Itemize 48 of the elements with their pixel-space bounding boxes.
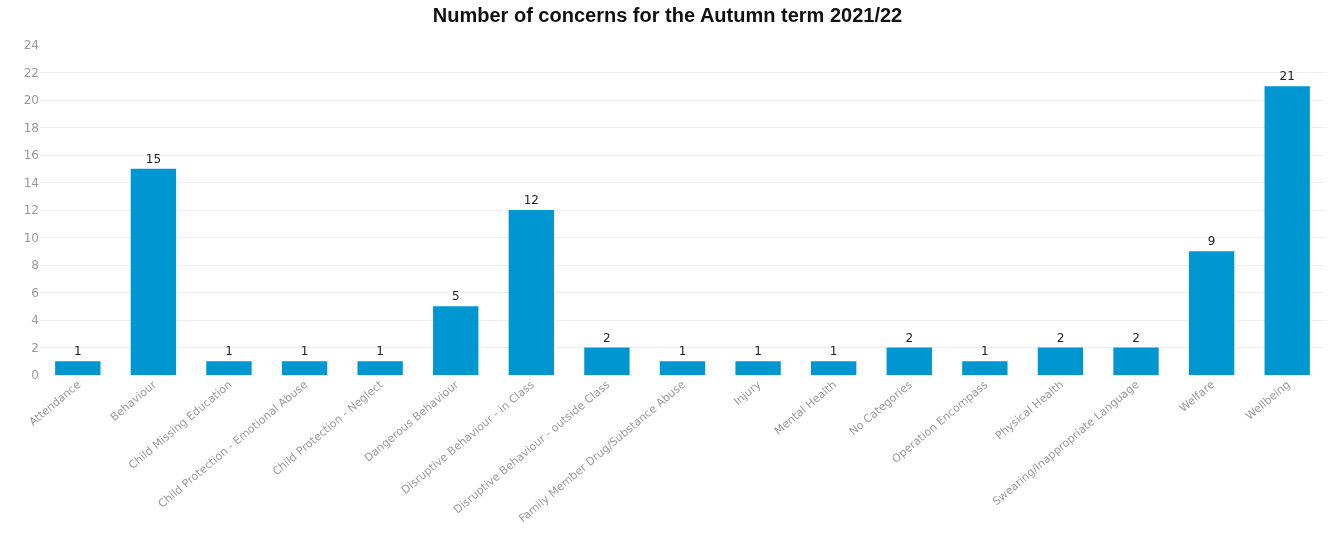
y-tick-label: 2: [31, 340, 39, 355]
bar: [735, 361, 781, 375]
y-tick-label: 16: [23, 148, 39, 163]
y-tick-label: 4: [31, 313, 39, 328]
y-tick-label: 18: [23, 120, 39, 135]
data-label: 5: [451, 289, 460, 304]
chart-title: Number of concerns for the Autumn term 2021/22: [432, 4, 903, 27]
y-tick-label: 12: [23, 203, 39, 218]
bar: [811, 361, 857, 375]
bar: [1037, 347, 1084, 375]
data-label: 12: [523, 193, 539, 207]
data-label: 2: [1056, 330, 1065, 345]
y-tick-label: 24: [23, 38, 39, 53]
bar: [584, 347, 630, 375]
bar: [357, 361, 403, 375]
y-tick-label: 8: [31, 258, 39, 273]
bar: [206, 361, 252, 375]
data-label: 1: [225, 344, 233, 359]
data-label: 1: [73, 344, 82, 359]
y-tick-label: 6: [31, 285, 39, 300]
y-tick-label: 0: [31, 368, 39, 383]
y-tick-label: 14: [23, 175, 39, 190]
bar: [659, 361, 706, 375]
data-label: 2: [603, 330, 611, 345]
data-label: 9: [1207, 234, 1216, 249]
data-label: 2: [1132, 330, 1140, 345]
bar: [55, 361, 101, 375]
bar: [1264, 86, 1310, 375]
data-label: 1: [754, 344, 762, 359]
data-label: 1: [376, 344, 384, 359]
data-label: 2: [905, 330, 914, 345]
bar: [508, 210, 554, 375]
data-label: 1: [981, 344, 989, 359]
bar: [281, 361, 328, 375]
bar: [1113, 347, 1159, 375]
data-label: 15: [145, 151, 162, 166]
data-label: 1: [678, 344, 687, 359]
bar: [962, 361, 1008, 375]
bar: [130, 168, 177, 375]
y-tick-label: 20: [23, 93, 39, 108]
data-label: 1: [829, 344, 838, 359]
data-label: 21: [1279, 69, 1295, 84]
bar: [433, 306, 479, 375]
y-tick-label: 10: [23, 230, 39, 245]
bar: [886, 347, 932, 375]
bar: [1188, 251, 1235, 375]
y-tick-label: 22: [23, 65, 39, 80]
data-label: 1: [300, 344, 309, 359]
